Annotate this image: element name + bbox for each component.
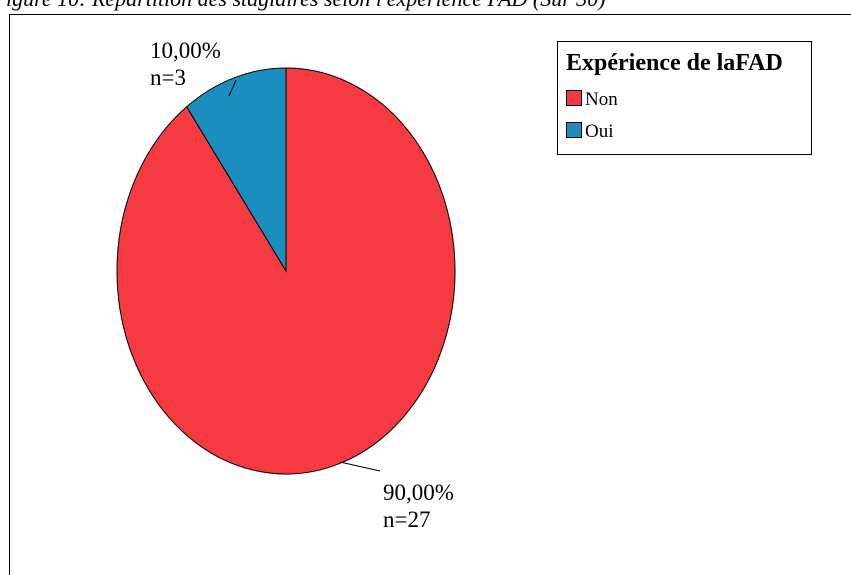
legend-swatch-non [566,90,582,106]
legend-item-oui: Oui [566,121,614,143]
legend-title: Expérience de laFAD [566,50,783,76]
figure-caption: igure 10: Répartition des stagiaires sel… [0,0,851,14]
slice-count-oui: n=3 [150,65,186,90]
legend-label-oui: Oui [585,121,614,142]
legend-label-non: Non [585,89,618,110]
leader-line-non [339,461,381,472]
leader-line-oui [228,79,237,97]
slice-label-non: 90,00% n=27 [383,479,454,533]
legend: Expérience de laFAD Non Oui [557,41,812,155]
legend-item-non: Non [566,89,618,111]
legend-swatch-oui [566,122,582,138]
chart-frame [9,14,851,575]
slice-percent-non: 90,00% [383,480,454,505]
slice-count-non: n=27 [383,507,431,532]
slice-percent-oui: 10,00% [150,38,221,63]
slice-label-oui: 10,00% n=3 [150,37,221,91]
pie-slice-oui [186,67,287,273]
pie-chart [116,67,456,475]
